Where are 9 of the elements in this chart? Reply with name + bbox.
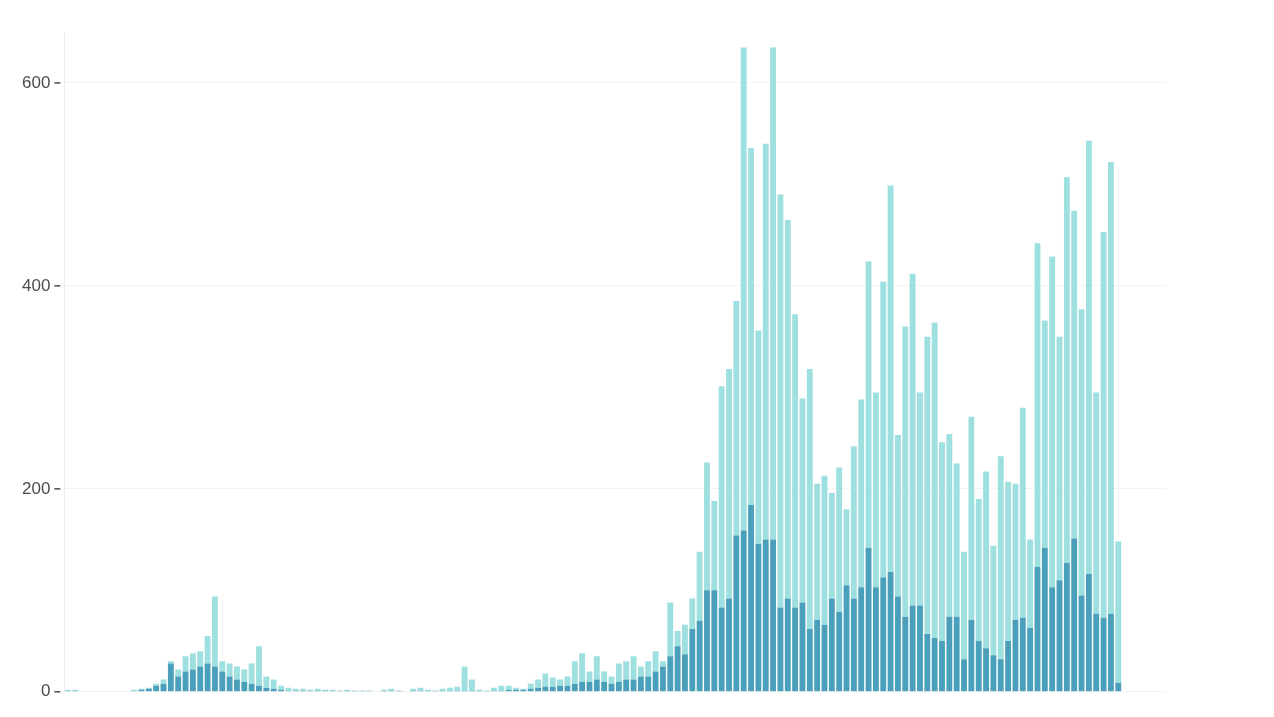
bar — [667, 602, 674, 657]
y-tick-label: 0 — [40, 681, 51, 701]
bar — [153, 683, 160, 686]
y-tick-label: 400 — [21, 275, 51, 295]
y-tick-label: 200 — [21, 478, 51, 498]
y-tick-label: 600 — [21, 72, 51, 92]
bar — [182, 656, 189, 672]
bar — [167, 661, 174, 664]
bar — [175, 669, 182, 677]
